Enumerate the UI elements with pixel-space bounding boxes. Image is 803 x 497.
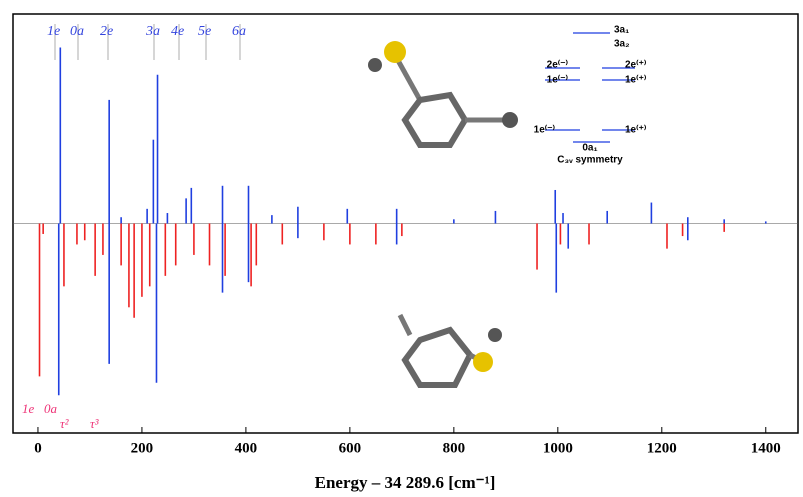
- molecule-lower: [400, 315, 502, 385]
- lower-label: τ³: [90, 416, 100, 431]
- upper-label: 4e: [171, 24, 184, 39]
- upper-label: 3a: [145, 24, 160, 39]
- level-label: 1e⁽⁺⁾: [625, 75, 647, 86]
- level-label: 2e⁽⁺⁾: [625, 60, 647, 71]
- upper-label: 2e: [100, 24, 113, 39]
- x-tick-label: 0: [34, 440, 42, 456]
- page: 0 200 400 600 800 1000 1200 1400 Energy – 34 289…: [0, 0, 803, 497]
- lower-label: τ²: [60, 416, 70, 431]
- level-label: 2e⁽⁻⁾: [547, 60, 569, 71]
- level-label: 1e⁽⁺⁾: [625, 125, 647, 136]
- x-tick-label: 1400: [751, 440, 781, 456]
- molecule-upper: [368, 41, 518, 145]
- upper-label: 6a: [232, 24, 246, 39]
- upper-label: 0a: [70, 24, 84, 39]
- upper-label: 1e: [47, 24, 60, 39]
- x-tick-label: 800: [443, 440, 466, 456]
- level-label: 0a₁: [582, 143, 597, 154]
- x-tick-label: 1200: [647, 440, 677, 456]
- level-label: 1e⁽⁻⁾: [547, 75, 569, 86]
- level-label: C₃ᵥ symmetry: [557, 155, 623, 166]
- x-axis-label: Energy – 34 289.6 [cm⁻¹]: [315, 473, 496, 492]
- x-tick-label: 600: [339, 440, 362, 456]
- upper-label: 5e: [198, 24, 211, 39]
- level-label: 3a₂: [614, 39, 630, 50]
- chart: 0 200 400 600 800 1000 1200 1400 Energy – 34 289…: [0, 0, 803, 497]
- level-label: 3a₁: [614, 25, 629, 36]
- x-tick-label: 400: [235, 440, 258, 456]
- lower-label: 1e: [22, 401, 35, 416]
- lower-label: 0a: [44, 401, 58, 416]
- x-tick-label: 200: [131, 440, 154, 456]
- level-label: 1e⁽⁻⁾: [534, 125, 556, 136]
- x-tick-label: 1000: [543, 440, 573, 456]
